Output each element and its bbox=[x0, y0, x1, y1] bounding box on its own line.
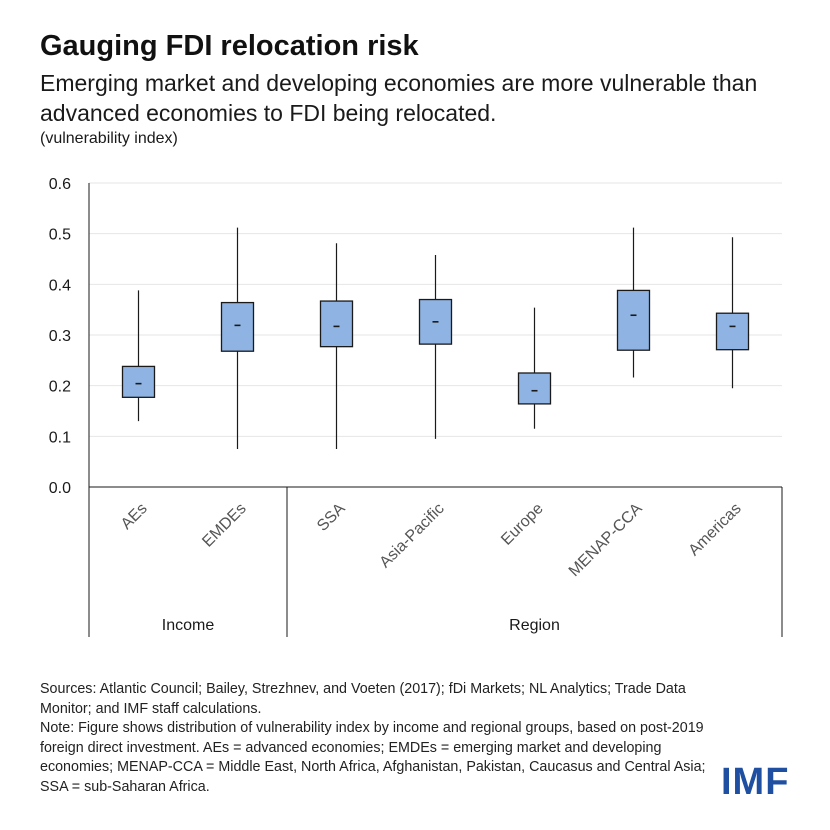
category-label: AEs bbox=[118, 500, 151, 533]
category-label: Asia-Pacific bbox=[377, 500, 448, 571]
chart-title: Gauging FDI relocation risk bbox=[40, 30, 419, 62]
box bbox=[220, 301, 255, 352]
box bbox=[517, 372, 552, 405]
category-label: Americas bbox=[686, 500, 745, 559]
box bbox=[715, 312, 750, 351]
group-label: Region bbox=[509, 617, 560, 634]
sources-text: Sources: Atlantic Council; Bailey, Strez… bbox=[40, 681, 686, 717]
box bbox=[121, 365, 156, 398]
y-tick-label: 0.1 bbox=[49, 429, 71, 446]
note-text: Note: Figure shows distribution of vulne… bbox=[40, 720, 706, 795]
box bbox=[616, 289, 651, 351]
category-label: EMDEs bbox=[199, 500, 249, 550]
chart-subtitle: Emerging market and developing economies… bbox=[40, 70, 758, 126]
chart-notes: Sources: Atlantic Council; Bailey, Strez… bbox=[40, 680, 720, 798]
category-label: MENAP-CCA bbox=[566, 500, 646, 580]
category-label: Europe bbox=[498, 500, 547, 549]
imf-logo: IMF bbox=[721, 761, 790, 803]
y-tick-label: 0.6 bbox=[49, 176, 71, 193]
y-tick-label: 0.2 bbox=[49, 379, 71, 396]
group-label: Income bbox=[162, 617, 215, 634]
y-tick-label: 0.0 bbox=[49, 480, 71, 497]
box bbox=[319, 300, 354, 348]
unit-label: (vulnerability index) bbox=[40, 130, 178, 147]
y-tick-label: 0.4 bbox=[49, 277, 71, 294]
y-tick-label: 0.3 bbox=[49, 328, 71, 345]
box-plot-chart: 0.0 0.1 0.2 0.3 0.4 0.5 0.6 Income Region AEs EMDE… bbox=[49, 176, 783, 637]
y-tick-label: 0.5 bbox=[49, 227, 71, 244]
category-label: SSA bbox=[314, 500, 349, 535]
